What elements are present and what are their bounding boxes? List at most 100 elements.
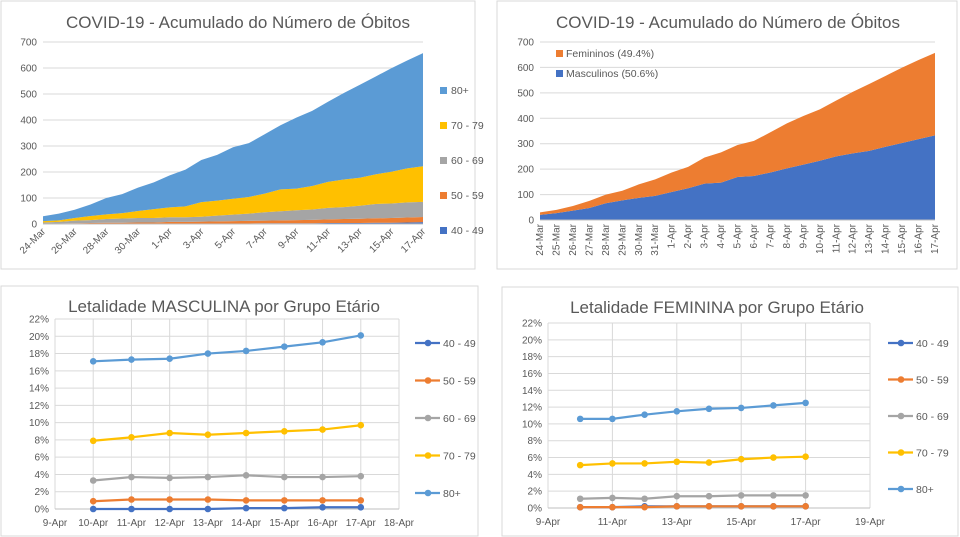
x-tick-label: 11-Apr xyxy=(598,517,628,528)
x-tick-label: 1-Apr xyxy=(667,223,678,248)
data-point xyxy=(576,495,584,503)
y-tick-label: 12% xyxy=(29,401,49,412)
data-point xyxy=(166,355,173,363)
x-tick-label: 12-Apr xyxy=(155,518,186,529)
line-series-7079 xyxy=(93,424,361,442)
legend-label: 80+ xyxy=(451,85,469,97)
legend-label: 40 - 49 xyxy=(451,225,484,237)
data-point xyxy=(319,339,326,346)
data-point xyxy=(242,472,250,479)
data-point xyxy=(204,431,212,439)
x-tick-label: 30-Mar xyxy=(634,223,645,255)
data-point xyxy=(89,497,97,505)
legend-marker xyxy=(897,449,905,456)
data-point xyxy=(204,505,212,513)
legend-marker xyxy=(424,452,432,459)
y-tick-label: 8% xyxy=(528,436,543,447)
data-point xyxy=(89,437,97,445)
data-point xyxy=(705,405,713,413)
y-tick-label: 14% xyxy=(522,386,542,397)
legend-label: 60 - 69 xyxy=(916,411,949,423)
legend-label: 50 - 59 xyxy=(443,376,476,388)
line-series-80 xyxy=(580,401,806,420)
data-point xyxy=(357,472,365,480)
legend-label: 70 - 79 xyxy=(443,451,476,463)
x-tick-label: 8-Apr xyxy=(782,223,793,248)
data-point xyxy=(242,497,250,504)
data-point xyxy=(281,504,288,512)
line-series-6069 xyxy=(580,494,806,500)
x-tick-label: 16-Apr xyxy=(308,518,339,529)
data-point xyxy=(204,350,212,357)
legend-swatch xyxy=(440,227,447,234)
legend-swatch xyxy=(440,122,447,129)
data-point xyxy=(802,492,809,499)
y-tick-label: 200 xyxy=(517,165,534,176)
legend-label: 50 - 59 xyxy=(916,375,949,387)
x-tick-label: 17-Apr xyxy=(791,517,822,528)
line-series-7079 xyxy=(580,455,806,467)
data-point xyxy=(319,473,326,481)
y-tick-label: 14% xyxy=(29,384,49,395)
data-point xyxy=(281,427,288,435)
y-tick-label: 18% xyxy=(29,349,49,360)
chart-title: COVID-19 - Acumulado do Número de Óbitos xyxy=(66,13,410,32)
data-point xyxy=(281,473,288,481)
chart-title: COVID-19 - Acumulado do Número de Óbitos xyxy=(556,13,900,32)
legend-label: 70 - 79 xyxy=(451,120,484,132)
data-point xyxy=(641,495,648,503)
data-point xyxy=(705,492,713,500)
x-tick-label: 19-Apr xyxy=(855,517,886,528)
line-series-5059 xyxy=(93,498,361,503)
legend-swatch xyxy=(440,87,447,94)
legend-label: 40 - 49 xyxy=(916,338,949,350)
legend-label: Femininos (49.4%) xyxy=(566,48,654,60)
legend-label: 80+ xyxy=(916,484,934,496)
data-point xyxy=(576,503,584,511)
legend-swatch xyxy=(440,157,447,164)
x-tick-label: 10-Apr xyxy=(815,223,826,254)
data-point xyxy=(319,426,326,433)
data-point xyxy=(319,497,326,504)
x-tick-label: 13-Apr xyxy=(193,518,224,529)
data-point xyxy=(89,505,97,513)
y-tick-label: 2% xyxy=(528,487,543,498)
x-tick-label: 13-Apr xyxy=(662,517,693,528)
y-tick-label: 4% xyxy=(528,470,543,481)
y-tick-label: 200 xyxy=(20,168,37,179)
data-point xyxy=(770,492,777,499)
data-point xyxy=(737,455,745,463)
data-point xyxy=(576,415,584,423)
data-point xyxy=(357,497,365,504)
x-tick-label: 25-Mar xyxy=(551,223,562,255)
data-point xyxy=(166,429,173,437)
area-series-7079 xyxy=(43,166,423,223)
data-point xyxy=(609,415,616,423)
y-tick-label: 300 xyxy=(20,142,37,153)
y-tick-label: 8% xyxy=(35,435,50,446)
data-point xyxy=(802,399,809,407)
x-tick-label: 9-Apr xyxy=(43,518,68,529)
data-point xyxy=(89,477,97,484)
panel-male-lethality xyxy=(0,285,479,537)
data-point xyxy=(673,503,681,510)
y-tick-label: 16% xyxy=(522,369,542,380)
y-tick-label: 300 xyxy=(517,139,534,150)
data-point xyxy=(705,459,713,466)
x-tick-label: 11-Apr xyxy=(117,518,147,529)
data-point xyxy=(128,356,135,363)
y-tick-label: 6% xyxy=(35,453,50,464)
legend-marker xyxy=(897,412,905,420)
data-point xyxy=(609,460,616,467)
legend-marker xyxy=(897,485,905,493)
y-tick-label: 18% xyxy=(522,352,542,363)
y-tick-label: 2% xyxy=(35,487,50,498)
area-series-5059 xyxy=(43,216,423,224)
x-tick-label: 14-Apr xyxy=(881,223,892,254)
legend-label: 60 - 69 xyxy=(451,155,484,167)
legend-label: 40 - 49 xyxy=(443,338,476,350)
y-tick-label: 600 xyxy=(20,64,37,75)
data-point xyxy=(609,494,616,502)
data-point xyxy=(770,402,777,409)
line-series-4049 xyxy=(93,506,361,511)
